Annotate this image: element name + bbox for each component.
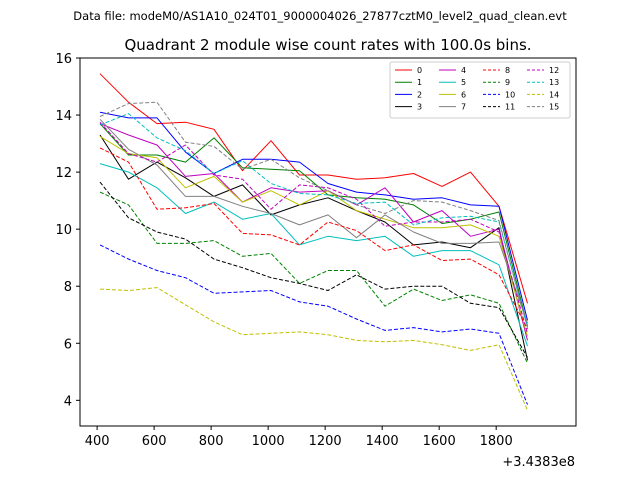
legend-label-6: 6 xyxy=(461,90,466,99)
series-line-14 xyxy=(99,287,528,411)
series-line-6 xyxy=(99,135,528,337)
series-line-1 xyxy=(99,123,528,327)
series-line-4 xyxy=(99,123,528,341)
x-tick-label: 800 xyxy=(199,434,224,449)
y-tick-label: 16 xyxy=(55,52,72,67)
chart-title: Quadrant 2 module wise count rates with … xyxy=(124,36,531,54)
x-tick-label: 1600 xyxy=(423,434,456,449)
legend-label-11: 11 xyxy=(505,103,515,112)
x-tick-label: 600 xyxy=(142,434,167,449)
y-tick-label: 10 xyxy=(55,223,72,238)
series-line-3 xyxy=(99,134,528,361)
series-line-2 xyxy=(99,111,528,321)
x-tick-label: 1200 xyxy=(309,434,342,449)
series-line-5 xyxy=(99,163,528,347)
y-tick-label: 6 xyxy=(64,337,72,352)
legend-label-10: 10 xyxy=(505,90,515,99)
legend-label-12: 12 xyxy=(549,66,559,75)
chart-suptitle: Data file: modeM0/AS1A10_024T01_90000040… xyxy=(73,9,567,23)
legend-label-15: 15 xyxy=(549,103,559,112)
y-tick-label: 14 xyxy=(55,109,72,124)
series-lines xyxy=(99,73,528,411)
legend-label-5: 5 xyxy=(461,78,466,87)
legend-box xyxy=(389,61,571,119)
legend-label-4: 4 xyxy=(461,66,466,75)
legend-label-2: 2 xyxy=(417,90,422,99)
x-tick-label: 1800 xyxy=(480,434,513,449)
legend-label-8: 8 xyxy=(505,66,510,75)
y-tick-label: 12 xyxy=(55,166,72,181)
y-tick-label: 4 xyxy=(64,394,72,409)
x-tick-label: 1000 xyxy=(252,434,285,449)
x-tick-label: 400 xyxy=(85,434,110,449)
x-offset-label: +3.4383e8 xyxy=(502,455,575,470)
legend-label-7: 7 xyxy=(461,103,466,112)
y-tick-label: 8 xyxy=(64,280,72,295)
legend-label-13: 13 xyxy=(549,78,559,87)
series-line-8 xyxy=(99,147,528,330)
legend-label-1: 1 xyxy=(417,78,422,87)
legend-label-14: 14 xyxy=(549,90,559,99)
legend-label-9: 9 xyxy=(505,78,510,87)
series-line-9 xyxy=(99,191,528,364)
series-line-11 xyxy=(99,181,528,358)
legend-label-3: 3 xyxy=(417,103,422,112)
series-line-15 xyxy=(99,101,528,328)
series-line-7 xyxy=(99,118,528,324)
x-tick-label: 1400 xyxy=(366,434,399,449)
series-line-10 xyxy=(99,244,528,405)
legend-label-0: 0 xyxy=(417,66,422,75)
series-line-13 xyxy=(99,113,528,328)
axes-frame xyxy=(79,57,577,427)
